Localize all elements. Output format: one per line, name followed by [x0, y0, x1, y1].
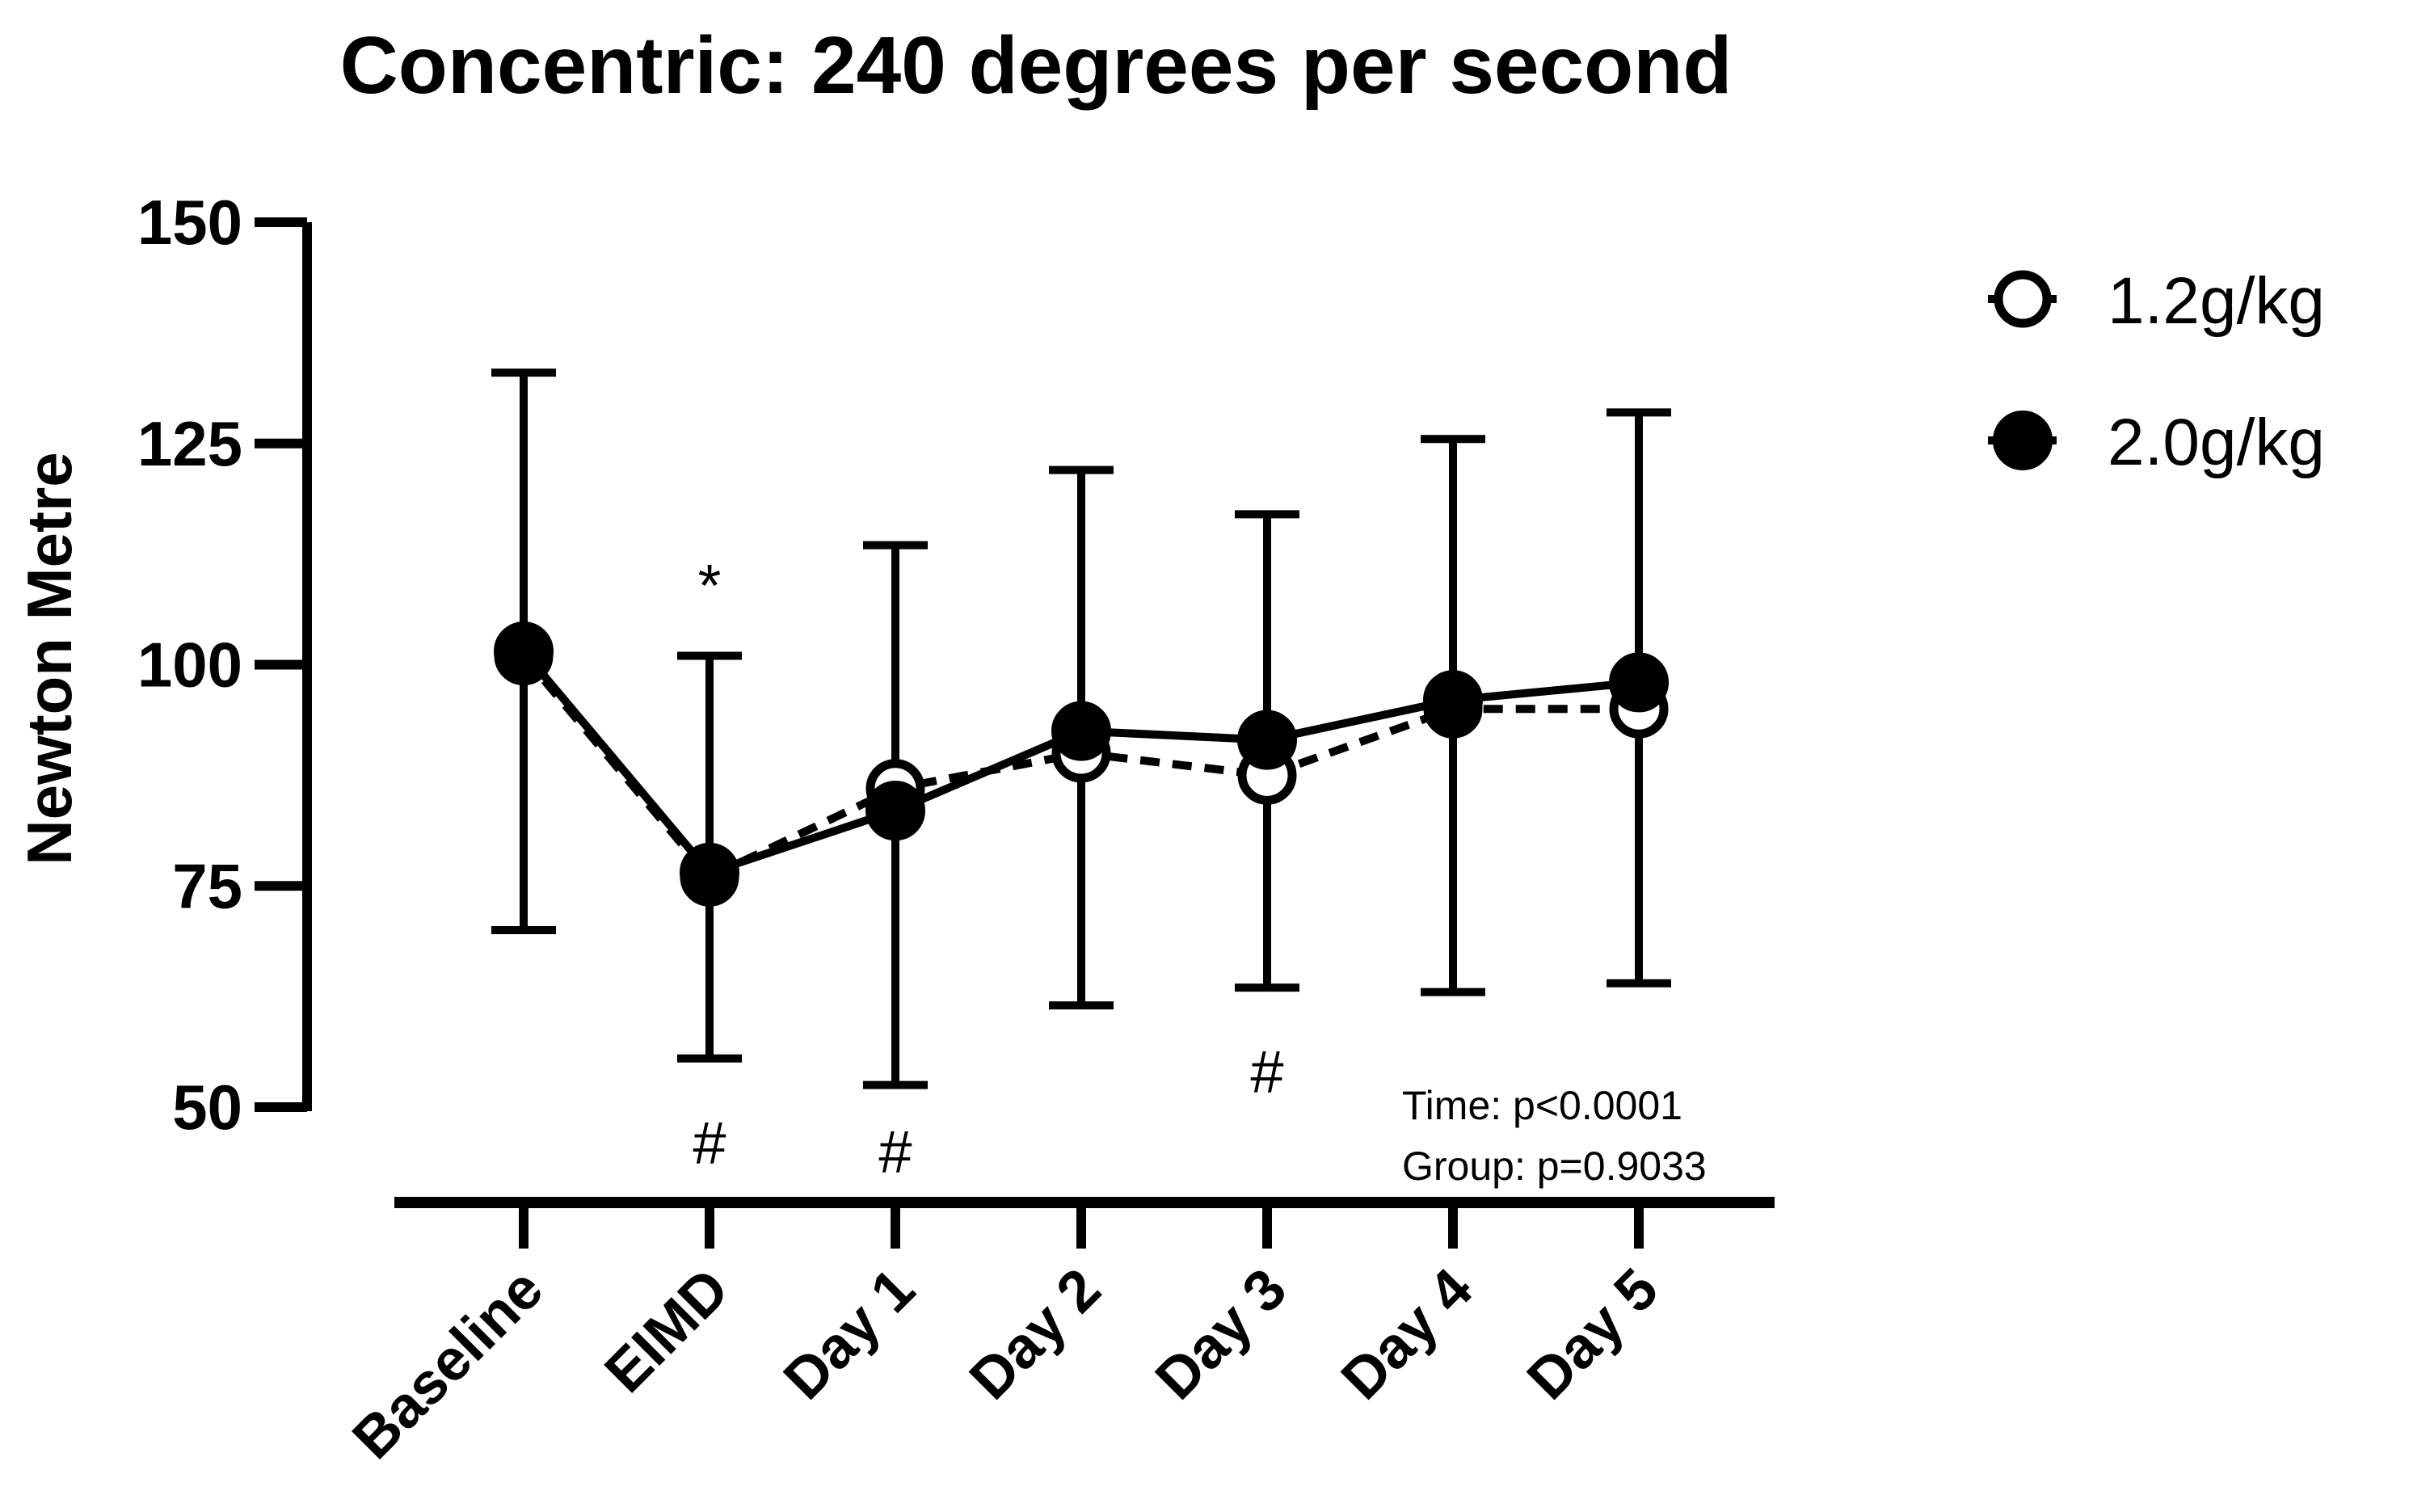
- significance-annotations: * # # #: [693, 552, 1283, 1186]
- stats-time: Time: p<0.0001: [1402, 1083, 1682, 1128]
- x-tick-label-day-3: Day 3: [1143, 1257, 1299, 1412]
- point-2-0g-kg-day-1: [865, 781, 925, 841]
- annotation-hash-day-3: #: [1250, 1038, 1283, 1106]
- legend: 1.2g/kg 2.0g/kg: [1988, 264, 2325, 479]
- y-axis-label: Newton Metre: [14, 452, 85, 865]
- point-2-0g-kg-day-2: [1051, 701, 1111, 761]
- data-points: [494, 621, 1669, 907]
- legend-marker-1-2: [1994, 270, 2052, 328]
- legend-label-2-0: 2.0g/kg: [2108, 406, 2325, 479]
- x-tick-label-day-1: Day 1: [772, 1257, 927, 1412]
- point-2-0g-kg-day-3: [1237, 710, 1297, 770]
- legend-marker-2-0: [1993, 411, 2053, 470]
- x-tick-label-day-4: Day 4: [1329, 1257, 1484, 1412]
- y-tick-label-75: 75: [172, 850, 242, 921]
- y-tick-label-125: 125: [137, 408, 242, 479]
- stats-group: Group: p=0.9033: [1402, 1143, 1707, 1189]
- x-tick-label-eimd: EIMD: [592, 1257, 741, 1405]
- y-tick-label-100: 100: [137, 630, 242, 701]
- point-2-0g-kg-day-5: [1609, 652, 1669, 713]
- point-2-0g-kg-eimd: [680, 842, 739, 903]
- x-tick-label-baseline: Baseline: [340, 1257, 555, 1472]
- y-ticks: 50 75 100 125 150: [137, 187, 307, 1143]
- chart-title: Concentric: 240 degrees per second: [340, 20, 1733, 111]
- legend-label-1-2: 1.2g/kg: [2108, 264, 2325, 338]
- x-tick-label-day-2: Day 2: [958, 1257, 1113, 1412]
- annotation-hash-day-1: #: [878, 1118, 912, 1186]
- annotation-asterisk-eimd: *: [698, 552, 722, 619]
- annotation-hash-eimd: #: [693, 1110, 726, 1177]
- x-tick-label-day-5: Day 5: [1515, 1257, 1670, 1412]
- y-tick-label-150: 150: [137, 187, 242, 258]
- point-2-0g-kg-baseline: [494, 621, 554, 682]
- y-tick-label-50: 50: [172, 1072, 242, 1143]
- stats-box: Time: p<0.0001 Group: p=0.9033: [1402, 1083, 1707, 1189]
- x-ticks: Baseline EIMD Day 1 Day 2 Day 3 Day 4 Day 5: [340, 1202, 1670, 1472]
- point-2-0g-kg-day-4: [1423, 670, 1483, 731]
